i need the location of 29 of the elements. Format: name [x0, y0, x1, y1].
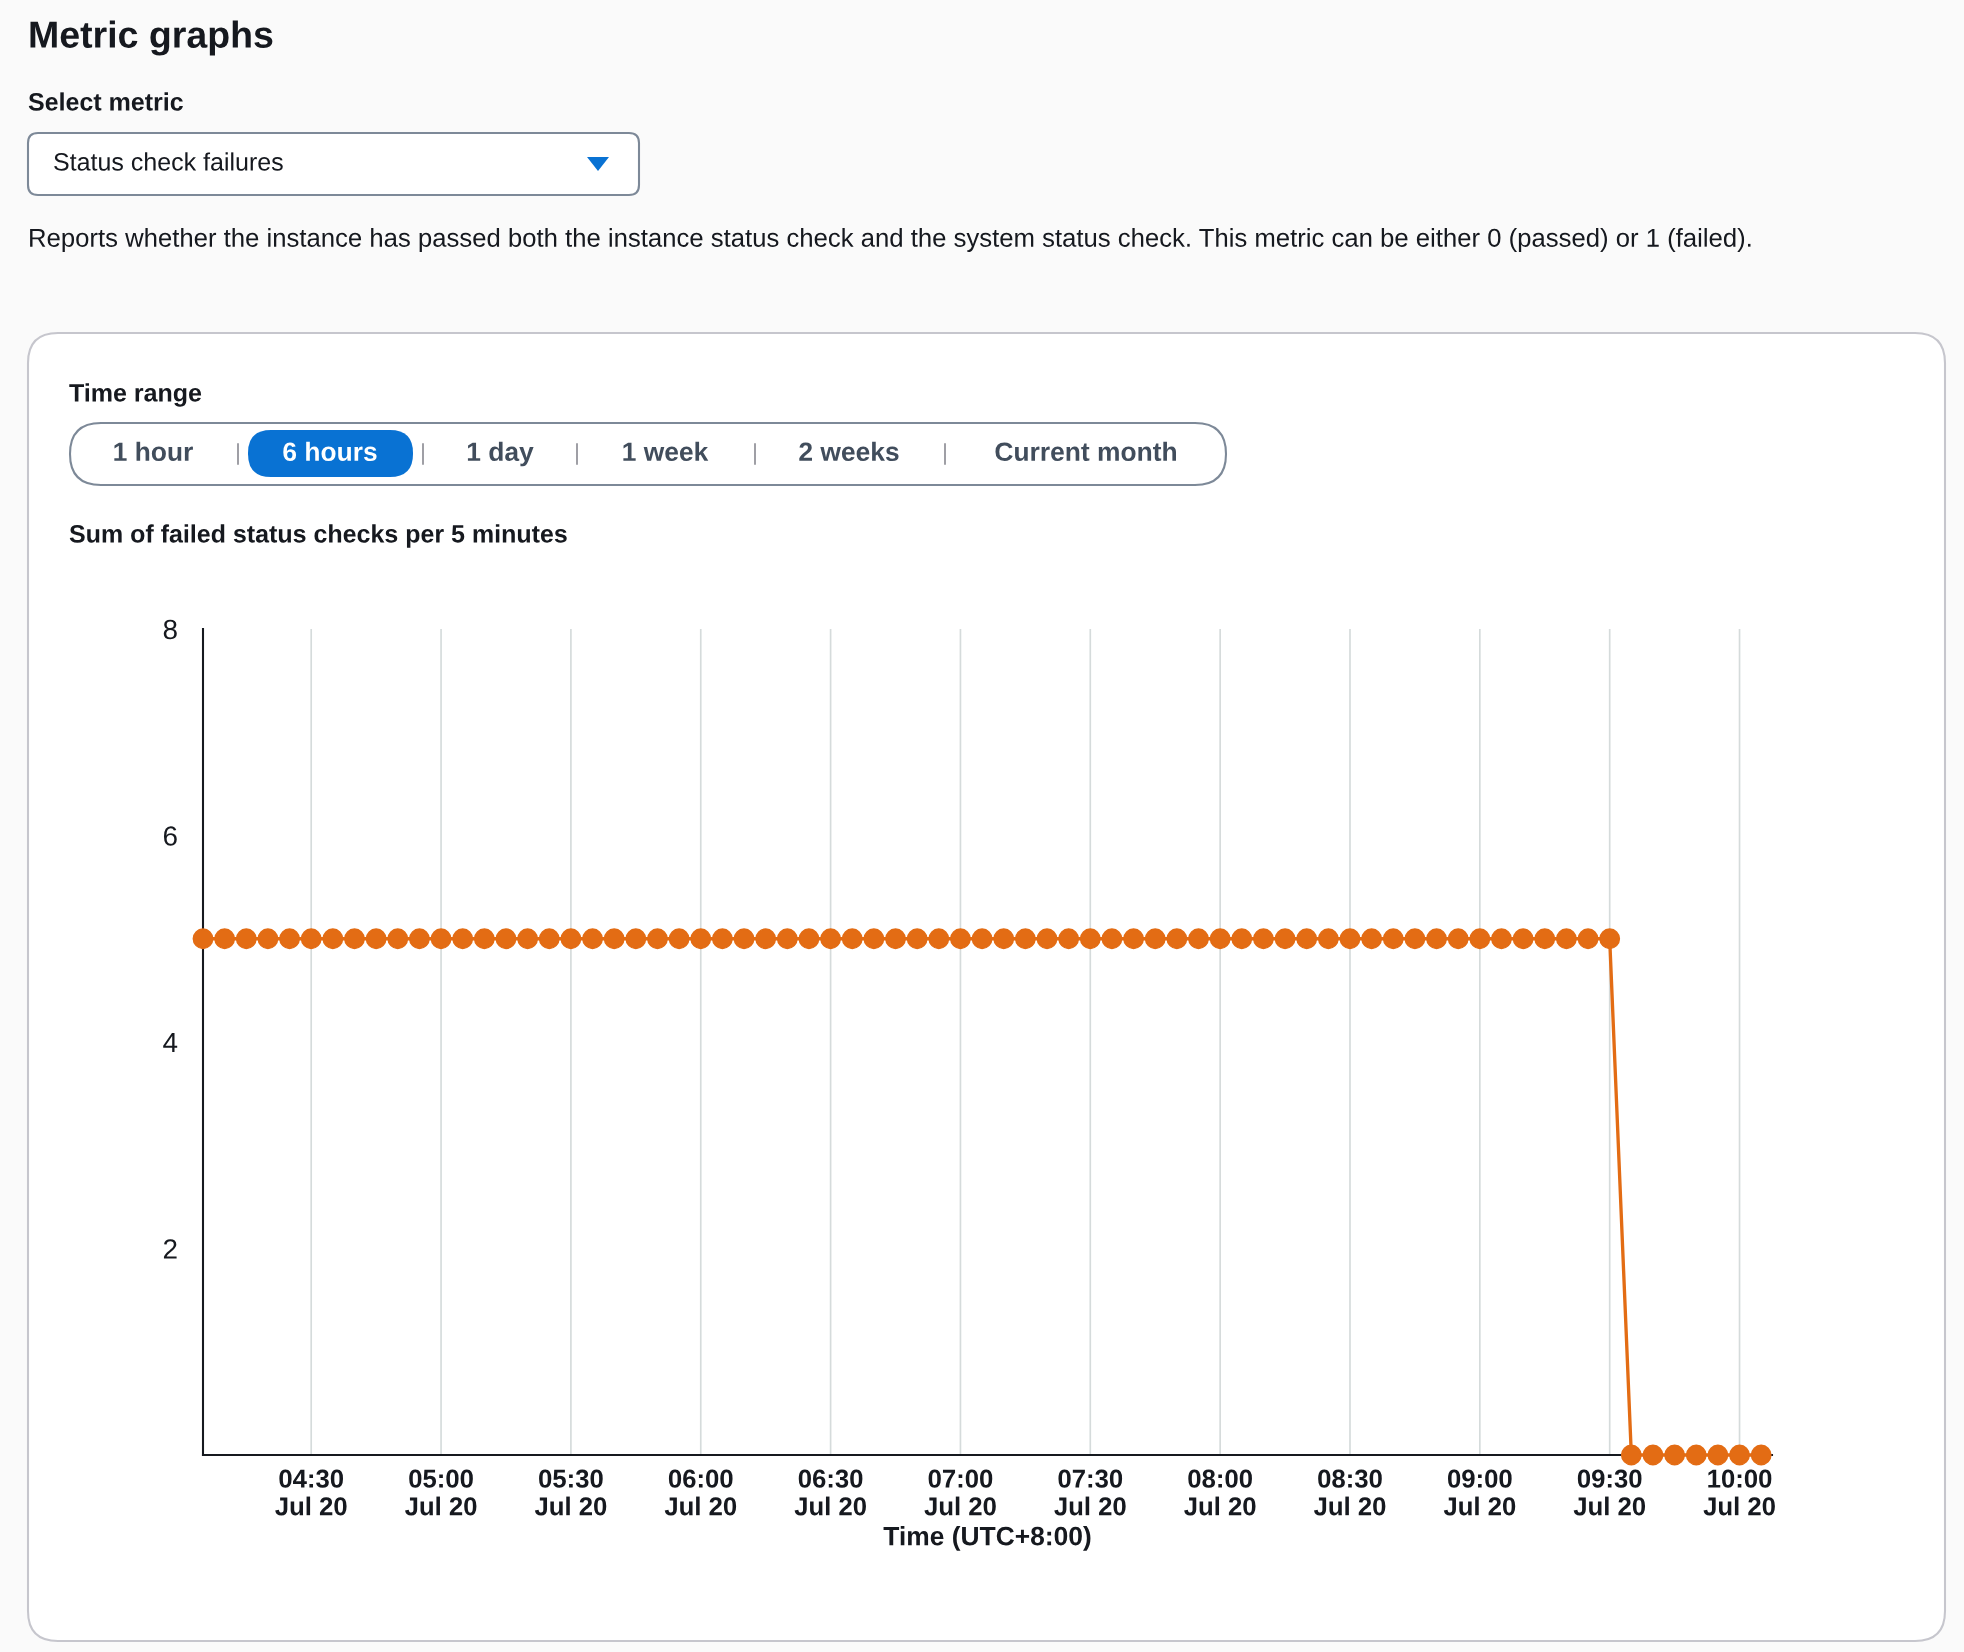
x-tick-label: 06:30 Jul 20 — [794, 1469, 866, 1516]
text: 1 week — [623, 441, 709, 462]
chart-title: Sum of failed status checks per 5 minutes — [69, 524, 567, 548]
x-tick-label: 06:00 Jul 20 — [664, 1469, 737, 1516]
text: 6 hours — [283, 441, 377, 462]
x-tick-label: 05:30 Jul 20 — [534, 1469, 607, 1516]
x-tick-label: 09:00 Jul 20 — [1443, 1469, 1516, 1516]
x-tick-label: 04:30 Jul 20 — [275, 1469, 347, 1516]
text: Metric graphs — [30, 20, 273, 56]
y-tick-label: 8 — [163, 619, 177, 640]
y-tick-label: 4 — [163, 1032, 178, 1053]
x-tick-label: 07:30 Jul 20 — [1054, 1469, 1126, 1516]
x-tick-label: 08:00 Jul 20 — [1184, 1469, 1256, 1516]
text: 1 hour — [114, 441, 193, 462]
text: 2 weeks — [799, 441, 899, 462]
x-tick-label: 07:00 Jul 20 — [924, 1469, 996, 1516]
x-axis-title: Time (UTC+8:00) — [883, 1526, 1091, 1551]
text: Current month — [995, 441, 1176, 462]
text: Status check failures — [54, 152, 283, 171]
text: Select metric — [28, 92, 183, 111]
x-tick-label: 09:30 Jul 20 — [1573, 1469, 1646, 1516]
y-tick-label: 2 — [163, 1239, 177, 1259]
x-tick-label: 08:30 Jul 20 — [1313, 1469, 1386, 1516]
text: Time range — [69, 383, 202, 407]
y-tick-label: 6 — [163, 826, 177, 846]
x-tick-label: 10:00 Jul 20 — [1703, 1469, 1775, 1516]
text: Reports whether the instance has passed both the instance status check and the system status check. This metric can be either 0 (passed) or 1 (failed). — [30, 228, 1751, 252]
text: 1 day — [467, 441, 534, 467]
x-tick-label: 05:00 Jul 20 — [405, 1469, 477, 1516]
